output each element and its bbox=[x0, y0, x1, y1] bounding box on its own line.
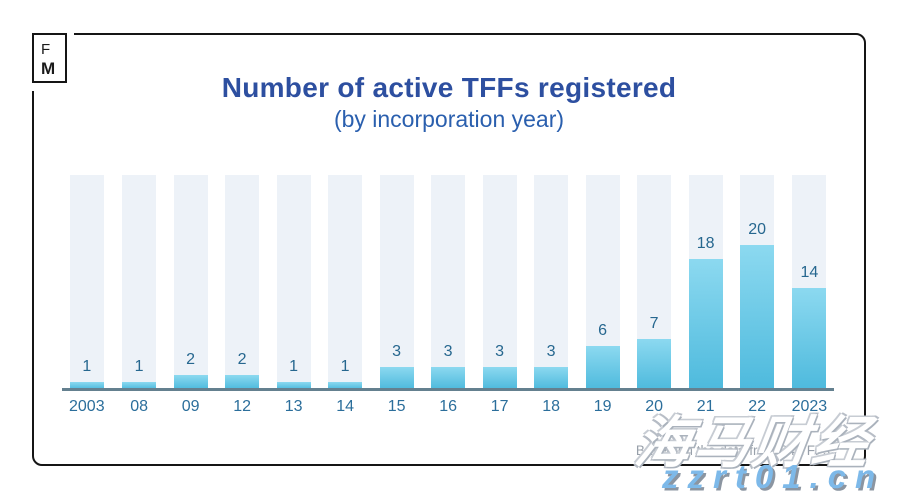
bar-value-label: 1 bbox=[134, 357, 144, 375]
x-axis-label: 14 bbox=[336, 398, 354, 415]
bar: 2 bbox=[173, 351, 208, 389]
bar-value-label: 7 bbox=[649, 314, 659, 332]
bar-value-label: 1 bbox=[82, 357, 92, 375]
bar-column: 7 20 bbox=[637, 175, 672, 416]
x-axis-label: 15 bbox=[387, 398, 406, 415]
bar-column: 1 14 bbox=[328, 175, 363, 416]
bar: 20 bbox=[740, 221, 775, 389]
bar-track: 18 bbox=[688, 175, 723, 389]
bar-chart: 1 2003 1 08 2 09 2 12 1 13 1 14 3 15 3 16 3 17 3 18 6 19 7 20 18… bbox=[69, 175, 827, 416]
bar-column: 1 13 bbox=[276, 175, 311, 416]
bar-track: 20 bbox=[740, 175, 775, 389]
bar-track: 6 bbox=[585, 175, 620, 389]
bar: 6 bbox=[585, 322, 620, 389]
bar-value-label: 14 bbox=[800, 264, 819, 282]
bar-column: 1 2003 bbox=[69, 175, 105, 416]
x-axis-label: 19 bbox=[593, 398, 612, 415]
bar: 1 bbox=[328, 358, 363, 389]
bar-track: 3 bbox=[379, 175, 414, 389]
bar-column: 6 19 bbox=[585, 175, 620, 416]
bar-track: 3 bbox=[482, 175, 517, 389]
bar-track: 1 bbox=[122, 175, 157, 389]
bar: 1 bbox=[122, 358, 157, 389]
bar-track: 1 bbox=[328, 175, 363, 389]
bar: 18 bbox=[688, 235, 723, 389]
bar-value-label: 2 bbox=[186, 350, 196, 368]
bar: 3 bbox=[431, 343, 466, 389]
logo-letter-f: F bbox=[41, 41, 51, 58]
bar-value-label: 1 bbox=[340, 357, 350, 375]
bar-column: 3 17 bbox=[482, 175, 517, 416]
x-axis-label: 22 bbox=[748, 398, 766, 415]
bar-value-label: 2 bbox=[237, 350, 247, 368]
bar: 1 bbox=[69, 358, 104, 389]
x-axis-label: 18 bbox=[542, 398, 560, 415]
bar-value-label: 3 bbox=[392, 343, 402, 361]
bar: 14 bbox=[792, 264, 827, 389]
bar-track: 2 bbox=[225, 175, 260, 389]
watermark-url: zzrt01.cn bbox=[662, 458, 885, 495]
x-axis-label: 2003 bbox=[69, 398, 105, 415]
bar-value-label: 18 bbox=[696, 235, 715, 253]
bar-track: 3 bbox=[431, 175, 466, 389]
bar-column: 20 22 bbox=[740, 175, 775, 416]
bar-value-label: 1 bbox=[289, 357, 299, 375]
bar-column: 3 15 bbox=[379, 175, 414, 416]
bar: 3 bbox=[379, 343, 414, 389]
x-axis-label: 09 bbox=[181, 398, 200, 415]
bar-column: 3 16 bbox=[431, 175, 466, 416]
bar-track: 2 bbox=[173, 175, 208, 389]
bar: 3 bbox=[482, 343, 517, 389]
bar-column: 18 21 bbox=[688, 175, 723, 416]
bar: 3 bbox=[534, 343, 569, 389]
x-axis-label: 16 bbox=[439, 398, 457, 415]
bar-value-label: 3 bbox=[546, 343, 556, 361]
bar-value-label: 20 bbox=[748, 221, 766, 238]
bar-column: 2 09 bbox=[173, 175, 208, 416]
title-area: Number of active TFFs registered (by inc… bbox=[32, 72, 866, 133]
bar: 2 bbox=[225, 351, 260, 389]
logo: F M bbox=[27, 27, 74, 91]
x-axis-line bbox=[62, 388, 834, 391]
bar-column: 3 18 bbox=[534, 175, 569, 416]
bar-value-label: 6 bbox=[598, 321, 608, 339]
bar-track: 1 bbox=[276, 175, 311, 389]
x-axis-label: 21 bbox=[696, 398, 715, 415]
bar-track: 1 bbox=[69, 175, 104, 389]
x-axis-label: 17 bbox=[490, 398, 509, 415]
x-axis-label: 13 bbox=[284, 398, 303, 415]
x-axis-label: 20 bbox=[645, 398, 663, 415]
bar-value-label: 3 bbox=[495, 343, 505, 361]
chart-title: Number of active TFFs registered bbox=[221, 72, 677, 103]
bar-column: 1 08 bbox=[122, 175, 157, 416]
bar-track: 14 bbox=[792, 175, 827, 389]
x-axis-label: 12 bbox=[233, 398, 251, 415]
chart-subtitle: (by incorporation year) bbox=[333, 106, 565, 132]
x-axis-label: 08 bbox=[130, 398, 148, 415]
bar-column: 2 12 bbox=[225, 175, 260, 416]
logo-letter-m: M bbox=[41, 59, 56, 78]
x-axis-label: 2023 bbox=[791, 398, 828, 415]
bar: 1 bbox=[276, 358, 311, 389]
bar-track: 3 bbox=[534, 175, 569, 389]
source-note: Based on the data from 84 TFFs bbox=[635, 443, 830, 458]
bar-value-label: 3 bbox=[443, 343, 453, 361]
bar-track: 7 bbox=[637, 175, 672, 389]
bar-column: 14 2023 bbox=[791, 175, 828, 416]
bar: 7 bbox=[637, 315, 672, 389]
fm-logo-box: F M bbox=[32, 33, 67, 83]
